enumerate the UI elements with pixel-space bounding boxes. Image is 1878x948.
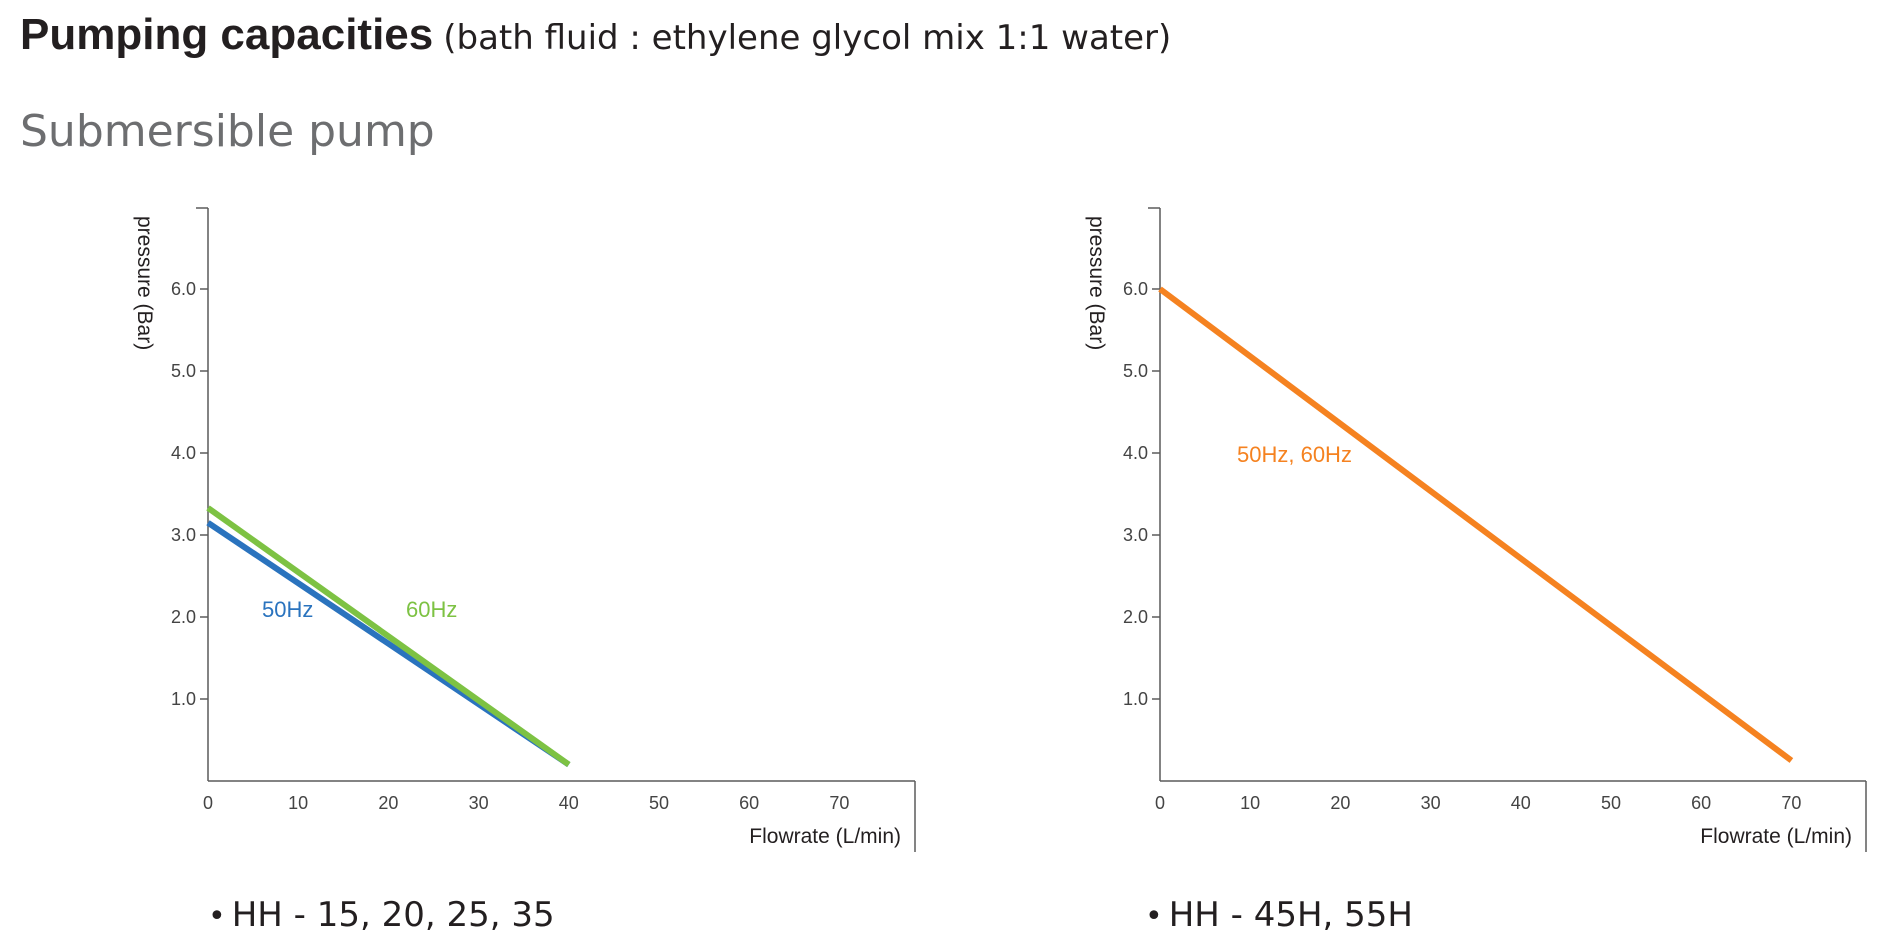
x-tick-label-left: 50 bbox=[649, 793, 669, 813]
y-tick-label-right: 2.0 bbox=[1123, 607, 1148, 627]
y-tick-label-right: 1.0 bbox=[1123, 689, 1148, 709]
page-title: Pumping capacities bbox=[20, 10, 434, 59]
x-tick-label-right: 30 bbox=[1421, 793, 1441, 813]
x-tick-label-right: 20 bbox=[1330, 793, 1350, 813]
y-tick-label-right: 6.0 bbox=[1123, 279, 1148, 299]
model-label-left: HH - 15, 20, 25, 35 bbox=[231, 895, 555, 935]
x-tick-label-left: 60 bbox=[739, 793, 759, 813]
y-tick-label-left: 1.0 bbox=[171, 689, 196, 709]
x-tick-label-right: 40 bbox=[1511, 793, 1531, 813]
x-tick-label-left: 30 bbox=[469, 793, 489, 813]
x-tick-label-left: 20 bbox=[378, 793, 398, 813]
x-tick-label-left: 70 bbox=[829, 793, 849, 813]
x-tick-label-right: 50 bbox=[1601, 793, 1621, 813]
series-label-50hz: 50Hz bbox=[262, 597, 313, 622]
series-label-60hz: 60Hz bbox=[406, 597, 457, 622]
y-tick-label-left: 4.0 bbox=[171, 443, 196, 463]
series-line-60hz bbox=[206, 505, 571, 768]
x-tick-label-right: 60 bbox=[1691, 793, 1711, 813]
page-subtitle: (bath fluid : ethylene glycol mix 1:1 wa… bbox=[443, 18, 1172, 58]
bullet-icon: • bbox=[1145, 899, 1163, 934]
x-tick-label-left: 0 bbox=[203, 793, 213, 813]
series-label-50hz-60hz: 50Hz, 60Hz bbox=[1237, 442, 1352, 467]
y-tick-label-right: 4.0 bbox=[1123, 443, 1148, 463]
y-tick-label-right: 3.0 bbox=[1123, 525, 1148, 545]
series-line-50hz-60hz bbox=[1158, 286, 1794, 763]
x-tick-label-left: 10 bbox=[288, 793, 308, 813]
model-label-right: HH - 45H, 55H bbox=[1168, 895, 1413, 935]
model-list-right: • HH - 45H, 55H bbox=[1145, 895, 1413, 935]
y-axis-label-right: pressure (Bar) bbox=[1085, 216, 1108, 350]
x-tick-label-right: 0 bbox=[1155, 793, 1165, 813]
y-tick-label-left: 6.0 bbox=[171, 279, 196, 299]
x-axis-label-right: Flowrate (L/min) bbox=[1700, 825, 1852, 848]
bullet-icon: • bbox=[208, 899, 226, 934]
y-tick-label-left: 3.0 bbox=[171, 525, 196, 545]
page-heading: Pumping capacities (bath fluid : ethylene… bbox=[20, 10, 1171, 60]
x-tick-label-right: 10 bbox=[1240, 793, 1260, 813]
y-tick-label-left: 5.0 bbox=[171, 361, 196, 381]
section-title: Submersible pump bbox=[20, 106, 435, 157]
x-tick-label-left: 40 bbox=[559, 793, 579, 813]
y-tick-label-right: 5.0 bbox=[1123, 361, 1148, 381]
model-list-left: • HH - 15, 20, 25, 35 bbox=[208, 895, 555, 935]
x-axis-label-left: Flowrate (L/min) bbox=[749, 825, 901, 848]
y-axis-label-left: pressure (Bar) bbox=[133, 216, 156, 350]
x-tick-label-right: 70 bbox=[1781, 793, 1801, 813]
y-tick-label-left: 2.0 bbox=[171, 607, 196, 627]
